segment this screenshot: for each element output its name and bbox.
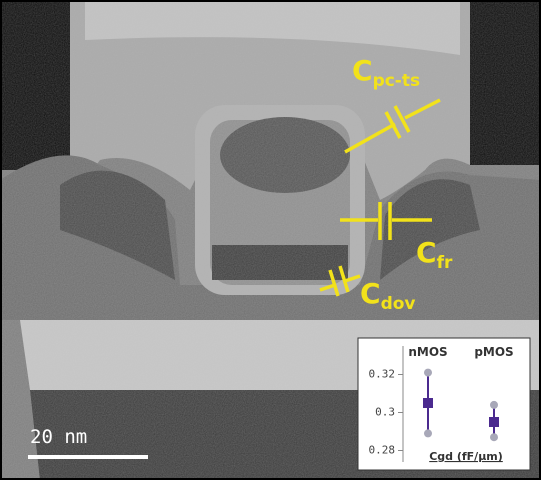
symbol: C bbox=[352, 54, 373, 87]
scale-label: 20 nm bbox=[30, 426, 87, 448]
subscript: dov bbox=[381, 294, 416, 314]
range-low bbox=[424, 429, 432, 437]
subscript: pc-ts bbox=[373, 71, 421, 91]
y-tick-label: 0.3 bbox=[375, 406, 395, 419]
mean-marker bbox=[489, 417, 499, 427]
mean-marker bbox=[423, 398, 433, 408]
range-low bbox=[490, 433, 498, 441]
category-label: nMOS bbox=[408, 345, 447, 359]
x-axis-label: Cgd (fF/µm) bbox=[429, 450, 503, 463]
range-high bbox=[490, 401, 498, 409]
range-high bbox=[424, 369, 432, 377]
category-label: pMOS bbox=[474, 345, 513, 359]
y-tick-label: 0.28 bbox=[369, 444, 396, 457]
subscript: fr bbox=[437, 253, 453, 273]
y-tick-label: 0.32 bbox=[369, 368, 396, 381]
inset-chart: Cgd (fF/µm) 0.28 0.3 0.32 nMOS pMOS bbox=[358, 338, 530, 470]
symbol: C bbox=[416, 236, 437, 269]
symbol: C bbox=[360, 277, 381, 310]
figure: Cpc-ts Cfr Cdov 20 nm Cgd (fF/µm) 0.28 0.… bbox=[0, 0, 541, 480]
